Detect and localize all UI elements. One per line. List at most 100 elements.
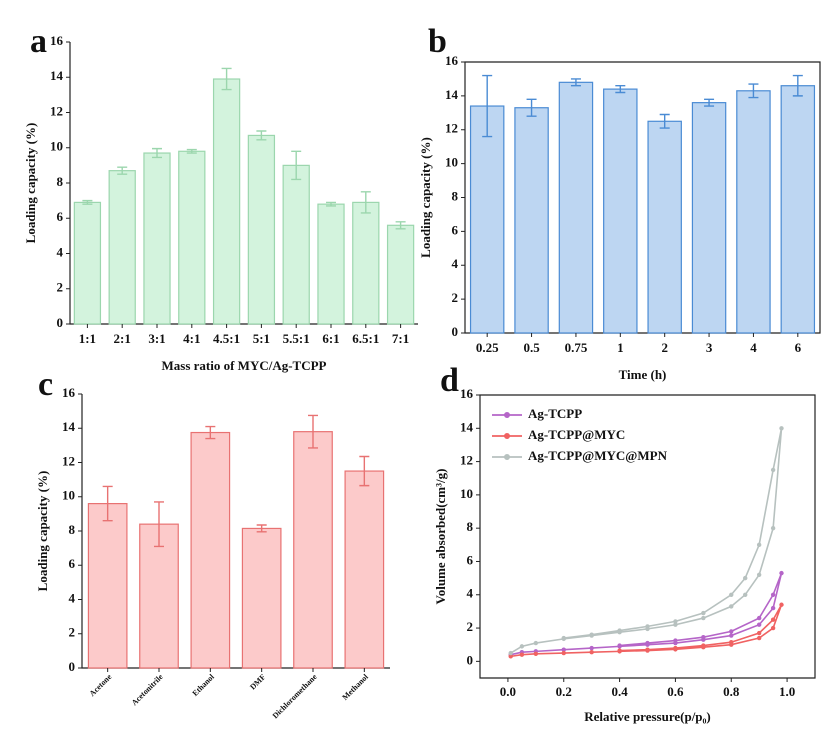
- x-tick-label: 0.25: [476, 340, 499, 355]
- x-tick-label: 0.6: [667, 684, 684, 699]
- point: [533, 640, 539, 646]
- x-tick-label: 6: [795, 340, 802, 355]
- point: [589, 645, 594, 651]
- y-tick-label: 16: [445, 53, 459, 68]
- y-axis-label: Loading capacity (%): [418, 137, 433, 258]
- error-bar: [221, 67, 232, 91]
- y-tick-label: 14: [445, 87, 459, 102]
- point: [756, 630, 762, 636]
- x-tick-label: 0.4: [611, 684, 628, 699]
- point: [701, 610, 706, 616]
- x-tick-label: 0.5: [523, 340, 540, 355]
- point: [589, 632, 594, 637]
- legend-marker: [504, 412, 510, 418]
- y-tick-label: 14: [62, 419, 76, 434]
- point: [508, 650, 513, 656]
- point: [756, 572, 762, 577]
- point: [519, 652, 525, 657]
- point: [645, 640, 650, 646]
- x-tick-label: 2:1: [114, 331, 131, 346]
- error-bar: [308, 414, 318, 449]
- error-bar: [256, 524, 267, 533]
- point: [701, 643, 706, 648]
- x-tick-label: 3:1: [148, 331, 165, 346]
- x-tick-label: 5.5:1: [283, 331, 310, 346]
- bar: [736, 90, 771, 334]
- point: [779, 602, 784, 607]
- x-axis-label: Time (h): [619, 367, 667, 382]
- x-tick-label: 2: [661, 340, 668, 355]
- y-tick-label: 12: [445, 121, 458, 136]
- error-bar: [154, 501, 164, 548]
- x-tick-label: 6:1: [322, 331, 339, 346]
- error-bar: [570, 78, 581, 87]
- x-tick-label: 0.8: [723, 684, 740, 699]
- x-tick-label: Ethanol: [190, 672, 216, 698]
- y-tick-label: 2: [69, 625, 76, 640]
- y-tick-label: 6: [69, 556, 76, 571]
- point: [770, 625, 776, 631]
- legend-marker: [504, 433, 510, 439]
- error-bar: [792, 74, 803, 97]
- error-bar: [395, 221, 406, 230]
- point: [779, 426, 784, 431]
- legend-marker: [504, 454, 510, 460]
- bar: [469, 105, 505, 334]
- y-tick-label: 2: [467, 619, 474, 634]
- x-tick-label: Acetone: [88, 672, 114, 698]
- bar: [603, 88, 638, 334]
- point: [756, 635, 762, 641]
- x-tick-label: Acetonitrile: [130, 672, 165, 707]
- y-tick-label: 0: [69, 659, 76, 674]
- point: [561, 650, 566, 656]
- bar: [317, 203, 345, 325]
- bar: [691, 102, 727, 334]
- axis-frame: [479, 394, 816, 679]
- bar: [352, 201, 380, 325]
- error-bar: [205, 425, 216, 440]
- y-tick-label: 8: [467, 519, 474, 534]
- error-bar: [186, 148, 197, 154]
- bar: [241, 527, 282, 669]
- point: [533, 651, 539, 657]
- y-tick-label: 16: [460, 386, 474, 401]
- x-tick-label: 0.0: [500, 684, 516, 699]
- error-bar: [526, 98, 537, 117]
- bar: [178, 150, 206, 325]
- point: [729, 592, 734, 597]
- y-tick-label: 2: [452, 290, 459, 305]
- point: [743, 592, 748, 597]
- error-bar: [152, 147, 162, 159]
- error-bar: [291, 150, 302, 181]
- y-tick-label: 14: [50, 68, 64, 83]
- axis-frame: [81, 394, 390, 669]
- point: [673, 638, 678, 643]
- y-tick-label: 0: [452, 324, 459, 339]
- bar: [780, 85, 816, 334]
- point: [770, 467, 776, 473]
- point: [701, 635, 706, 640]
- y-tick-label: 12: [62, 453, 75, 468]
- point: [701, 615, 706, 621]
- point: [617, 628, 622, 633]
- bar: [87, 503, 128, 669]
- point: [729, 633, 734, 638]
- point: [561, 635, 566, 641]
- y-axis-label: Volume absorbed(cm³/g): [433, 469, 448, 605]
- y-tick-label: 16: [50, 33, 64, 48]
- x-tick-label: 4.5:1: [213, 331, 240, 346]
- y-tick-label: 4: [467, 586, 474, 601]
- panel-label: b: [428, 23, 447, 60]
- bar: [143, 152, 171, 325]
- y-tick-label: 0: [467, 652, 474, 667]
- point: [645, 624, 650, 629]
- y-tick-label: 2: [57, 280, 64, 295]
- error-bar: [615, 85, 626, 94]
- y-tick-label: 14: [460, 419, 474, 434]
- bar: [282, 164, 310, 325]
- legend-label: Ag-TCPP@MYC@MPN: [528, 448, 668, 463]
- x-tick-label: Dichloromethane: [271, 672, 319, 720]
- y-tick-label: 10: [445, 155, 458, 170]
- x-tick-label: DMF: [248, 672, 267, 691]
- y-tick-label: 10: [62, 488, 75, 503]
